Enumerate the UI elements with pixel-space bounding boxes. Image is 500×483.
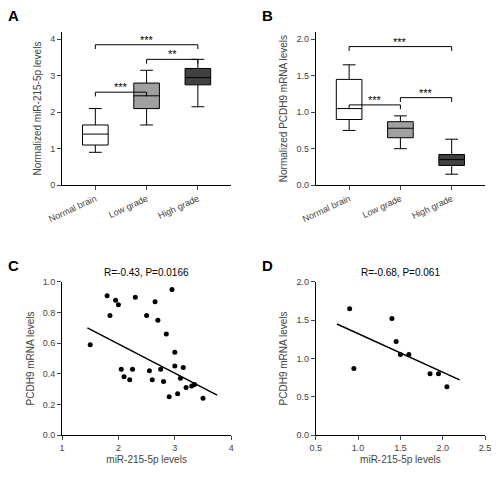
svg-text:0.4: 0.4: [43, 369, 56, 379]
svg-text:2.0: 2.0: [436, 443, 449, 453]
svg-text:miR-215-5p levels: miR-215-5p levels: [106, 454, 187, 465]
svg-text:Low grade: Low grade: [107, 193, 149, 220]
svg-text:Normal brain: Normal brain: [301, 193, 352, 224]
svg-text:***: ***: [140, 34, 154, 46]
svg-text:1.5: 1.5: [296, 315, 309, 325]
svg-text:R=-0.68, P=0.061: R=-0.68, P=0.061: [361, 267, 440, 278]
svg-text:**: **: [168, 48, 177, 60]
svg-text:miR-215-5p levels: miR-215-5p levels: [360, 454, 441, 465]
svg-text:1.5: 1.5: [296, 71, 309, 81]
svg-text:***: ***: [419, 87, 433, 99]
svg-text:0.8: 0.8: [43, 308, 56, 318]
svg-text:1: 1: [59, 443, 64, 453]
svg-text:2.5: 2.5: [479, 443, 492, 453]
svg-text:4: 4: [229, 443, 234, 453]
svg-text:2: 2: [116, 443, 121, 453]
svg-text:0.5: 0.5: [310, 443, 323, 453]
svg-text:A: A: [8, 7, 19, 24]
svg-text:***: ***: [393, 36, 407, 48]
svg-text:Normalized PCDH9 mRNA levels: Normalized PCDH9 mRNA levels: [278, 35, 289, 182]
svg-text:High grade: High grade: [156, 193, 200, 221]
svg-text:B: B: [262, 7, 273, 24]
svg-text:PCDH9 mRNA levels: PCDH9 mRNA levels: [278, 311, 289, 405]
svg-text:0.2: 0.2: [43, 400, 56, 410]
svg-text:1.0: 1.0: [43, 277, 56, 287]
svg-text:2.0: 2.0: [296, 277, 309, 287]
svg-text:0.5: 0.5: [296, 144, 309, 154]
svg-text:PCDH9 mRNA levels: PCDH9 mRNA levels: [25, 311, 36, 405]
svg-text:2: 2: [50, 107, 55, 117]
svg-text:0.0: 0.0: [296, 430, 309, 440]
svg-text:Low grade: Low grade: [361, 193, 403, 220]
svg-text:Normalized miR-215-5p levels: Normalized miR-215-5p levels: [32, 42, 43, 176]
svg-text:***: ***: [114, 81, 128, 93]
svg-text:0.0: 0.0: [296, 180, 309, 190]
svg-text:3: 3: [50, 71, 55, 81]
svg-text:Normal brain: Normal brain: [47, 193, 98, 224]
svg-text:1.0: 1.0: [352, 443, 365, 453]
svg-text:0.6: 0.6: [43, 338, 56, 348]
svg-text:2.0: 2.0: [296, 34, 309, 44]
svg-text:High grade: High grade: [410, 193, 454, 221]
svg-text:0.0: 0.0: [43, 430, 56, 440]
svg-text:1.0: 1.0: [296, 107, 309, 117]
svg-text:0.5: 0.5: [296, 392, 309, 402]
svg-text:4: 4: [50, 34, 55, 44]
svg-text:1.5: 1.5: [394, 443, 407, 453]
svg-text:0: 0: [50, 180, 55, 190]
svg-text:3: 3: [172, 443, 177, 453]
svg-text:D: D: [262, 257, 273, 274]
svg-text:1: 1: [50, 144, 55, 154]
svg-text:C: C: [8, 257, 19, 274]
svg-text:***: ***: [368, 94, 382, 106]
svg-text:1.0: 1.0: [296, 354, 309, 364]
svg-text:R=-0.43, P=0.0166: R=-0.43, P=0.0166: [104, 267, 189, 278]
